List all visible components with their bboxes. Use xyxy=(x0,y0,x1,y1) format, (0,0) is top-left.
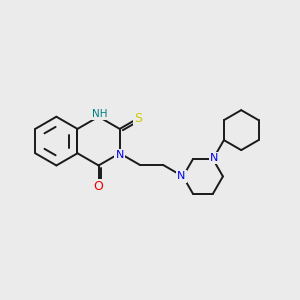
Text: O: O xyxy=(94,180,103,193)
Text: NH: NH xyxy=(92,109,108,119)
Text: S: S xyxy=(134,112,142,125)
Text: N: N xyxy=(210,153,219,163)
Text: N: N xyxy=(177,171,186,182)
Text: N: N xyxy=(116,150,124,160)
